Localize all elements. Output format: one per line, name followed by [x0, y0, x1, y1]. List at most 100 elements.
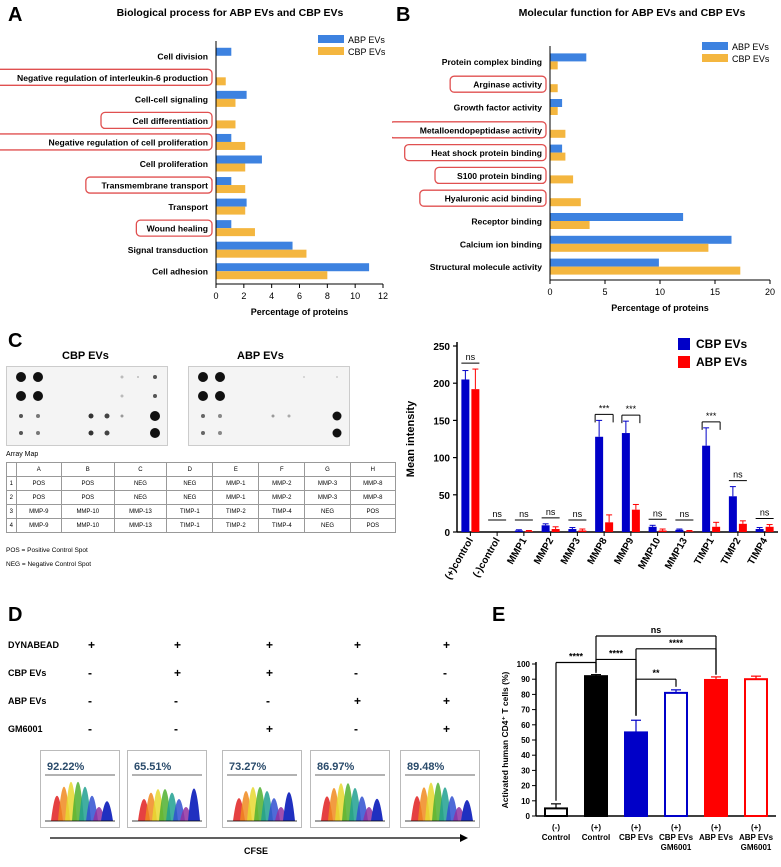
highlight-box [85, 176, 213, 194]
chart-title: Molecular function for ABP EVs and CBP E… [519, 7, 746, 19]
legend-swatch-cbp [318, 47, 344, 55]
bar [584, 675, 608, 817]
bar-cbp [514, 530, 523, 532]
row-label-abp-evs: ABP EVs [8, 696, 47, 706]
comparison-label: **** [669, 638, 684, 648]
x-tick-label: 5 [602, 287, 607, 297]
category-label: Transmembrane transport [102, 181, 209, 191]
category-label: Cell proliferation [140, 159, 208, 169]
legend-label-cbp: CBP EVs [696, 337, 747, 351]
condition-sign: + [266, 666, 274, 680]
highlight-box [419, 189, 547, 207]
array-map-cell: MMP-10 [60, 518, 115, 533]
undivided-peak [371, 798, 383, 821]
array-map-cell: MMP-13 [113, 518, 168, 533]
condition-sign: - [174, 694, 178, 708]
undivided-peak [101, 801, 113, 821]
activated-t-cells-chart: 0 10 20 30 40 50 60 70 80 90 100 Activated human CD… [500, 625, 776, 852]
panel-letter-d: D [8, 604, 23, 626]
bar [544, 807, 568, 817]
x-tick-label: 0 [547, 287, 552, 297]
array-map-cell: NEG [113, 476, 168, 491]
significance-label: ns [573, 509, 583, 519]
array-map-cell: 4 [6, 518, 17, 533]
y-tick-label: 30 [521, 766, 530, 775]
array-map-cell: MMP-8 [349, 476, 397, 491]
condition-sign: - [354, 666, 358, 680]
bar-cbp [550, 152, 566, 161]
condition-sign: + [266, 638, 274, 652]
histogram-plot [227, 774, 297, 822]
panel-letter-b: B [396, 4, 411, 26]
array-map-cell: TIMP-4 [258, 504, 306, 519]
significance-label: ns [492, 509, 502, 519]
bar [704, 678, 728, 817]
undivided-peak [461, 799, 473, 821]
bar-cbp [216, 120, 236, 129]
array-map-cell: MMP-8 [349, 490, 397, 505]
bar-cbp [216, 185, 246, 194]
x-tick-label: 4 [269, 291, 274, 301]
bar [624, 731, 648, 817]
bar-abp [216, 47, 232, 56]
significance-label: ns [733, 470, 743, 480]
significance-label: *** [626, 404, 637, 414]
y-tick-label: 0 [444, 528, 450, 539]
significance-label: ns [653, 508, 663, 518]
cfse-histogram: 73.27% [222, 750, 302, 828]
category-label: Negative regulation of cell proliferatio… [49, 137, 209, 147]
x-tick-label: Control [542, 833, 570, 842]
significance-label: ns [466, 352, 476, 362]
array-map-header: D [166, 462, 214, 477]
bar-abp [551, 529, 560, 532]
array-map-cell: POS [60, 476, 115, 491]
array-map-table: A B C D E F G H 1 POS POS NEG NEG MMP-1 MMP-2 MMP-3 MMP-… [6, 462, 397, 533]
x-tick-label: MMP2 [532, 536, 556, 567]
bar-cbp [550, 84, 558, 93]
highlight-box [449, 75, 547, 93]
cfse-label: CFSE [244, 846, 269, 856]
array-map-cell: MMP-9 [15, 518, 62, 533]
legend-swatch-cbp [678, 338, 690, 350]
x-tick-label: 2 [241, 291, 246, 301]
abp-blot-label: ABP EVs [237, 350, 284, 362]
panel-letter-a: A [8, 4, 23, 26]
bar-abp [578, 530, 587, 532]
bar-abp [216, 241, 293, 250]
x-tick-label: (+) [711, 823, 721, 832]
proliferation-panel: DYNABEAD CBP EVs ABP EVs GM6001 + + + + + - + +… [0, 600, 490, 867]
neg-note: NEG = Negative Control Spot [6, 561, 92, 568]
bar-cbp [550, 221, 590, 229]
condition-sign: - [354, 722, 358, 736]
highlight-box [0, 68, 213, 86]
bar-abp [605, 522, 614, 532]
array-map-header [6, 462, 17, 477]
array-map-cell: NEG [304, 504, 351, 519]
y-tick-label: 60 [521, 721, 530, 730]
bar-abp [524, 531, 533, 532]
array-map-cell: NEG [304, 518, 351, 533]
bar-cbp [568, 529, 577, 532]
legend-swatch-abp [702, 42, 728, 50]
bar-abp [550, 235, 732, 244]
array-map-cell: MMP-10 [60, 504, 115, 519]
significance-label: ns [519, 509, 529, 519]
bar-cbp [550, 243, 709, 252]
category-label: Wound healing [147, 224, 208, 234]
array-map-cell: MMP-3 [304, 490, 351, 505]
condition-sign: + [443, 638, 451, 652]
molecular-function-chart: Molecular function for ABP EVs and CBP E… [392, 7, 775, 313]
significance-label: *** [706, 411, 717, 421]
proliferation-percentage: 89.48% [407, 761, 445, 773]
condition-sign: + [174, 666, 182, 680]
bar-abp [216, 263, 370, 272]
cfse-histogram: 65.51% [127, 750, 207, 828]
bar-abp [550, 144, 563, 153]
x-axis-label: Percentage of proteins [251, 307, 349, 317]
array-map-header: G [304, 462, 351, 477]
bar-cbp [216, 271, 328, 280]
x-tick-label: 6 [297, 291, 302, 301]
x-tick-label: 20 [765, 287, 775, 297]
y-tick-label: 0 [526, 812, 531, 821]
y-tick-label: 80 [521, 690, 530, 699]
